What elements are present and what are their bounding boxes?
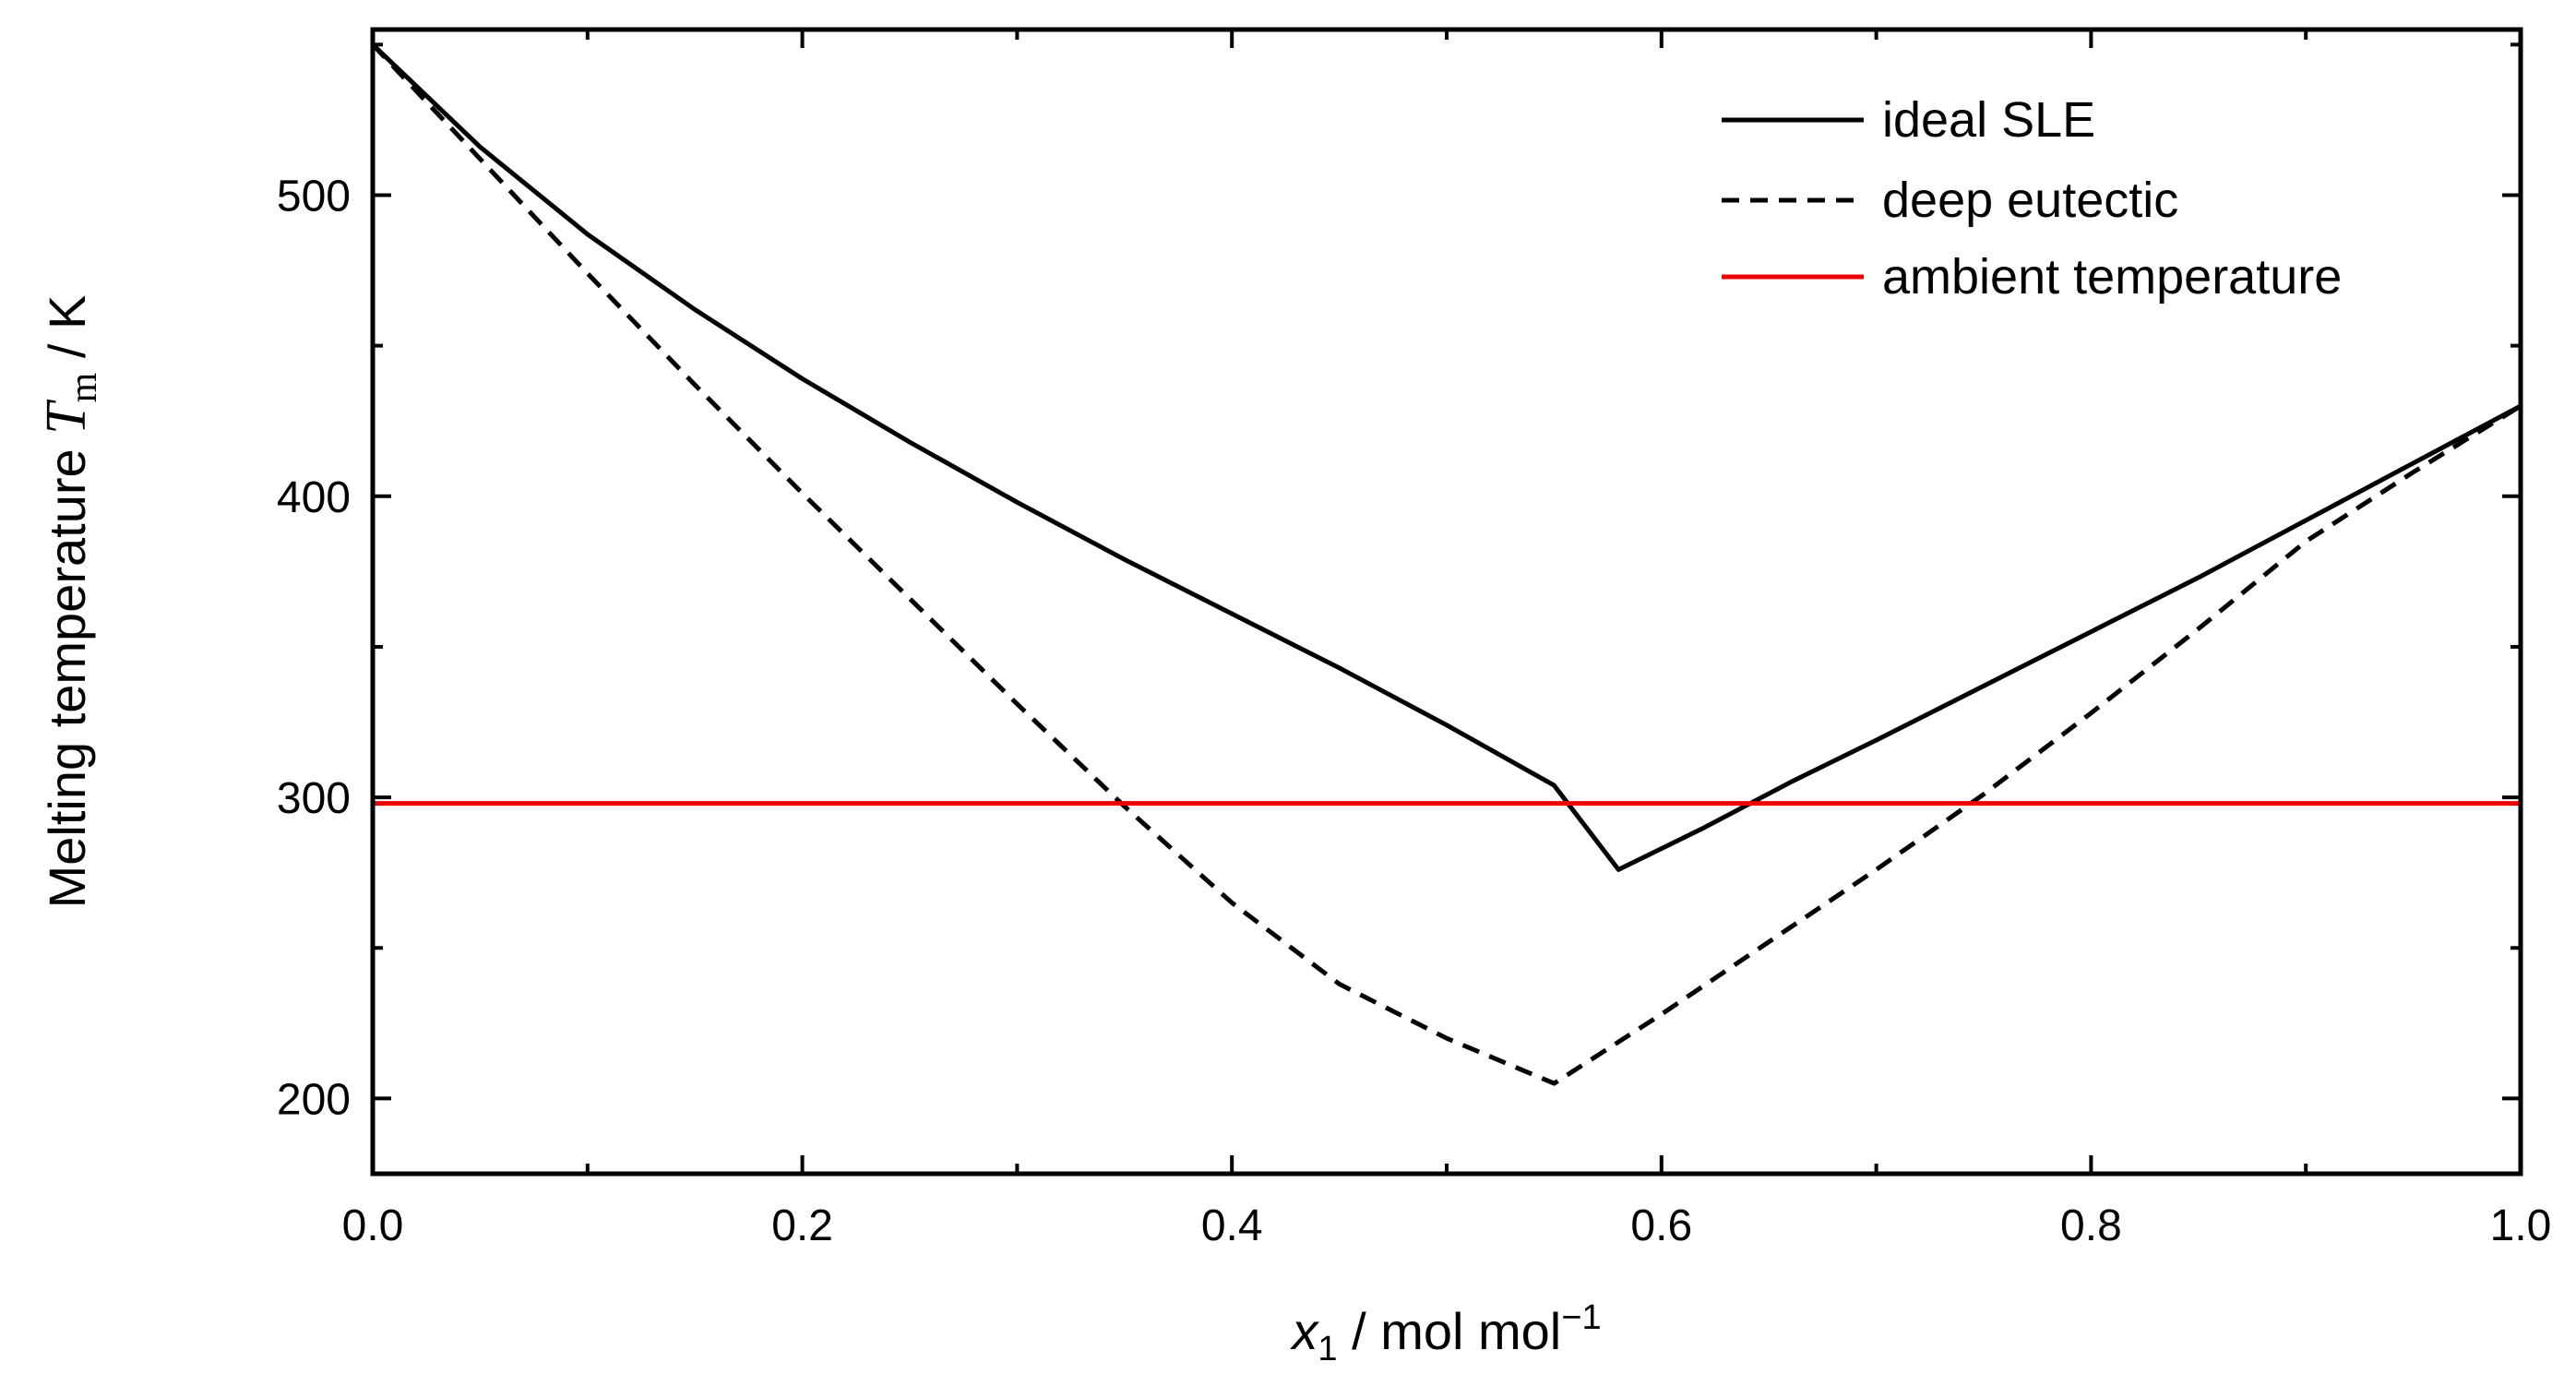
x-tick-label: 0.8 [2060, 1201, 2122, 1250]
legend-label-ideal-sle: ideal SLE [1882, 92, 2095, 148]
series-line-deep-eutectic [371, 42, 2522, 1086]
x-axis-title: x1 / mol mol−1 [1289, 1298, 1601, 1368]
y-tick-label: 300 [277, 774, 351, 823]
x-tick-label: 0.0 [342, 1201, 404, 1250]
y-axis: 200 300 400 500 [277, 42, 2521, 1124]
series-line-ideal-sle [371, 42, 2522, 872]
series-group [371, 42, 2522, 1086]
x-axis: 0.0 0.2 0.4 0.6 0.8 1.0 [342, 30, 2552, 1250]
legend-label-deep-eutectic: deep eutectic [1882, 173, 2178, 228]
y-tick-label: 200 [277, 1075, 351, 1124]
y-tick-label: 400 [277, 473, 351, 522]
legend-label-ambient-temperature: ambient temperature [1882, 249, 2342, 305]
y-tick-label: 500 [277, 172, 351, 221]
x-tick-label: 0.4 [1201, 1201, 1263, 1250]
x-tick-label: 0.2 [771, 1201, 833, 1250]
x-tick-label: 0.6 [1630, 1201, 1692, 1250]
legend: ideal SLE deep eutectic ambient temperat… [1722, 92, 2342, 305]
plot-frame [370, 27, 2523, 1177]
y-axis-title: Melting temperature Tm / K [35, 295, 105, 909]
x-tick-label: 1.0 [2490, 1201, 2552, 1250]
